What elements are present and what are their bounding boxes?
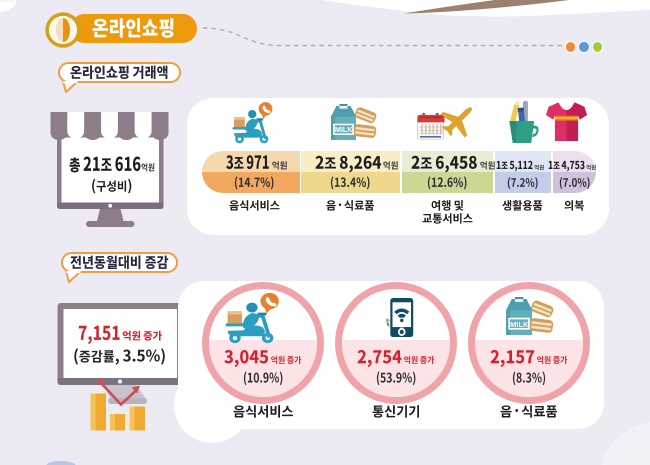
svg-text:MILK: MILK — [510, 320, 529, 329]
svg-text:MILK: MILK — [335, 126, 353, 134]
